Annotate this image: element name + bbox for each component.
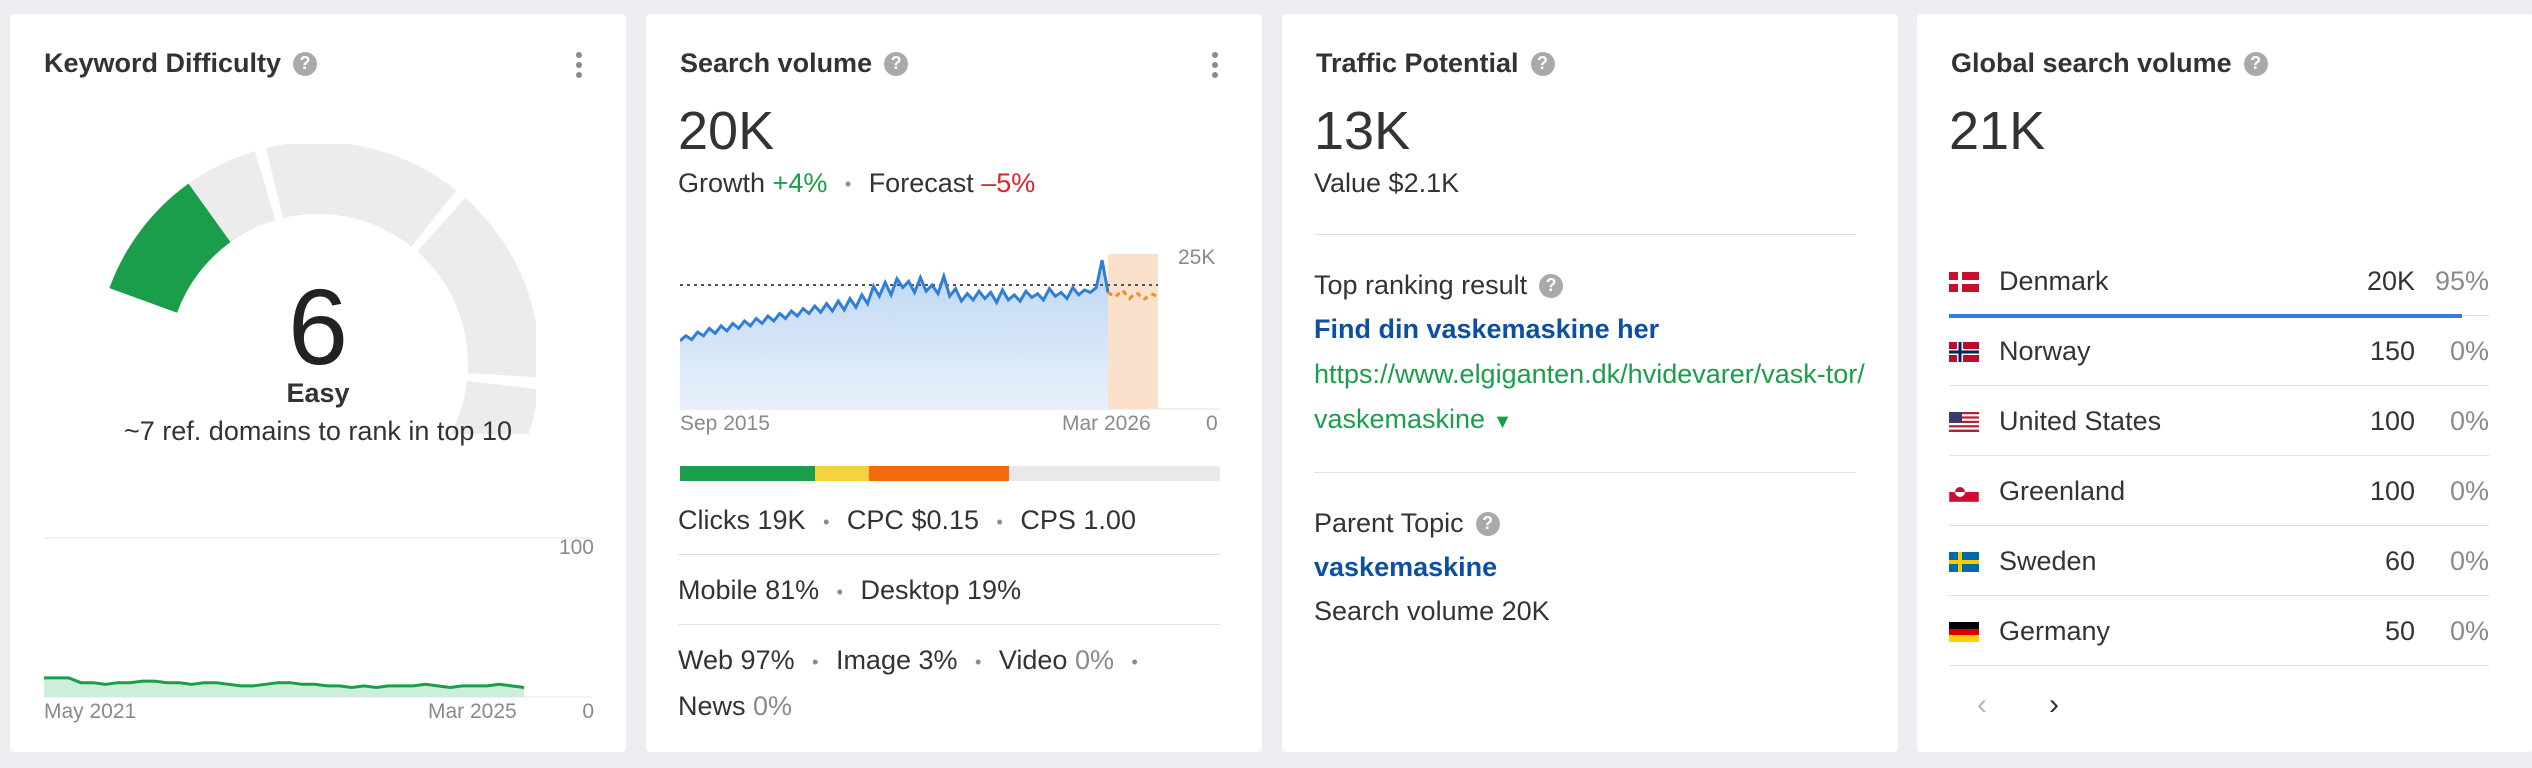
- clicks-cpc-cps-row: Clicks 19K • CPC $0.15 • CPS 1.00: [678, 505, 1136, 535]
- kebab-menu-icon[interactable]: [1208, 48, 1222, 82]
- keyword-difficulty-card: Keyword Difficulty ? 6 Easy ~7 ref. doma…: [10, 14, 626, 752]
- intent-segment: [680, 466, 815, 481]
- country-row-united-states[interactable]: United States 100 0%: [1949, 386, 2489, 456]
- norway-flag-icon: [1949, 342, 1979, 362]
- kd-history-chart: [44, 537, 592, 698]
- sv-y-top: 25K: [1178, 246, 1216, 269]
- country-row-germany[interactable]: Germany 50 0%: [1949, 596, 2489, 666]
- gsv-title: Global search volume ?: [1951, 48, 2268, 79]
- help-icon[interactable]: ?: [1539, 273, 1564, 298]
- top-result-title-link[interactable]: Find din vaskemaskine her: [1314, 314, 1660, 344]
- search-volume-value: 20K: [678, 101, 775, 161]
- help-icon[interactable]: ?: [1475, 511, 1500, 536]
- chevron-right-icon[interactable]: ›: [2049, 688, 2059, 721]
- sv-forecast-line: [1107, 287, 1159, 302]
- help-icon[interactable]: ?: [293, 51, 318, 76]
- gauge-segment: [266, 144, 457, 247]
- difficulty-gauge: [109, 144, 536, 434]
- search-volume-card: Search volume ? 20K Growth +4% • Forecas…: [646, 14, 1262, 752]
- sv-x-start: Sep 2015: [680, 412, 770, 435]
- parent-topic-label: Parent Topic ?: [1314, 508, 1500, 539]
- united-states-flag-icon: [1949, 412, 1979, 432]
- greenland-flag-icon: [1949, 482, 1979, 502]
- sv-line: [680, 259, 1110, 342]
- gauge-segment: [450, 380, 536, 434]
- difficulty-score: 6: [287, 266, 349, 387]
- germany-flag-icon: [1949, 622, 1979, 642]
- serp-type-row: Web 97% • Image 3% • Video 0% • News 0%: [678, 645, 1138, 721]
- kd-line: [44, 676, 525, 690]
- sv-x-end: Mar 2026: [1062, 412, 1151, 435]
- difficulty-description: ~7 ref. domains to rank in top 10: [124, 416, 512, 446]
- sv-area: [680, 260, 1108, 409]
- gauge-fill: [109, 183, 231, 313]
- kd-y-max: 100: [558, 536, 594, 559]
- help-icon[interactable]: ?: [884, 51, 909, 76]
- sweden-flag-icon: [1949, 552, 1979, 572]
- denmark-flag-icon: [1949, 272, 1979, 292]
- gauge-segment: [417, 197, 536, 378]
- search-volume-chart: [680, 254, 1220, 410]
- traffic-potential-value: 13K: [1314, 101, 1411, 161]
- sv-title: Search volume ?: [680, 48, 909, 79]
- top-result-url-link[interactable]: https://www.elgiganten.dk/hvidevarer/vas…: [1314, 359, 1865, 434]
- help-icon[interactable]: ?: [2243, 51, 2268, 76]
- share-bar: [1949, 314, 2462, 318]
- serp-intent-bar: [680, 466, 1220, 481]
- traffic-value-line: Value $2.1K: [1314, 168, 1460, 198]
- device-row: Mobile 81% • Desktop 19%: [678, 575, 1022, 605]
- forecast-region: [1108, 254, 1158, 409]
- kd-x-start: May 2021: [44, 700, 137, 723]
- global-volume-value: 21K: [1949, 101, 2046, 161]
- parent-topic-volume: Search volume 20K: [1314, 596, 1550, 626]
- country-row-greenland[interactable]: Greenland 100 0%: [1949, 456, 2489, 526]
- country-row-denmark[interactable]: Denmark 20K 95%: [1949, 246, 2489, 318]
- intent-segment: [869, 466, 1010, 481]
- global-search-volume-card: Global search volume ? 21K Denmark 20K 9…: [1917, 14, 2532, 752]
- traffic-potential-card: Traffic Potential ? 13K Value $2.1K Top …: [1282, 14, 1898, 752]
- intent-segment: [815, 466, 869, 481]
- kd-x-end: Mar 2025: [428, 700, 517, 723]
- chevron-left-icon[interactable]: ‹: [1977, 688, 1987, 721]
- parent-topic-link[interactable]: vaskemaskine: [1314, 552, 1498, 582]
- growth-forecast-line: Growth +4% • Forecast –5%: [678, 168, 1036, 198]
- kebab-menu-icon[interactable]: [572, 48, 586, 82]
- country-row-sweden[interactable]: Sweden 60 0%: [1949, 526, 2489, 596]
- caret-down-icon[interactable]: ▼: [1492, 411, 1513, 433]
- help-icon[interactable]: ?: [1530, 51, 1555, 76]
- tp-title: Traffic Potential ?: [1316, 48, 1555, 79]
- difficulty-label: Easy: [286, 378, 350, 408]
- top-ranking-label: Top ranking result ?: [1314, 270, 1564, 301]
- forecast-value: –5%: [981, 168, 1036, 198]
- kd-title: Keyword Difficulty ?: [44, 48, 318, 79]
- growth-value: +4%: [772, 168, 828, 198]
- country-row-norway[interactable]: Norway 150 0%: [1949, 316, 2489, 386]
- sv-y-min: 0: [1206, 412, 1218, 435]
- kd-y-min: 0: [582, 700, 594, 723]
